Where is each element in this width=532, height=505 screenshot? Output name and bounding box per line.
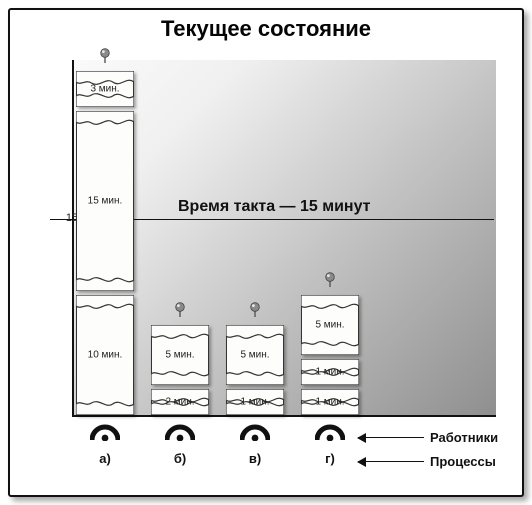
column-1: 2 мин. 5 мин. — [151, 321, 209, 415]
column-0: 10 мин. 15 мин. 3 мин. — [76, 67, 134, 415]
chart-title: Текущее состояние — [10, 16, 522, 42]
torn-edge-bottom — [76, 269, 134, 291]
note-label: 2 мин. — [152, 397, 208, 408]
operator-icon — [315, 423, 345, 441]
columns: 10 мин. 15 мин. 3 мин. 2 мин. 5 мин. 1 мин. 5 … — [72, 60, 496, 417]
note-card: 1 мин. — [301, 389, 359, 415]
torn-edge-bottom — [151, 363, 209, 385]
pushpin-icon — [248, 302, 262, 323]
note-label: 3 мин. — [77, 84, 133, 95]
note-card: 10 мин. — [76, 295, 134, 415]
chart-frame: Текущее состояние 15 мин. Время такта — … — [8, 8, 524, 497]
note-label: 5 мин. — [152, 350, 208, 361]
torn-edge-bottom — [301, 333, 359, 355]
note-card: 5 мин. — [226, 325, 284, 385]
pushpin-icon — [323, 272, 337, 293]
note-card: 3 мин. — [76, 71, 134, 107]
torn-edge-top — [76, 295, 134, 317]
column-3: 1 мин. 1 мин. 5 мин. — [301, 291, 359, 415]
note-card: 1 мин. — [301, 359, 359, 385]
note-card: 5 мин. — [301, 295, 359, 355]
torn-edge-top — [76, 111, 134, 133]
pushpin-icon — [98, 48, 112, 69]
torn-edge-top — [226, 325, 284, 347]
note-label: 1 мин. — [227, 397, 283, 408]
note-label: 10 мин. — [77, 350, 133, 361]
note-card: 15 мин. — [76, 111, 134, 291]
note-label: 1 мин. — [302, 367, 358, 378]
note-label: 5 мин. — [227, 350, 283, 361]
legend-processes: Процессы — [430, 454, 496, 469]
torn-edge-bottom — [76, 393, 134, 415]
torn-edge-top — [151, 325, 209, 347]
arrow-processes — [358, 461, 424, 462]
note-label: 1 мин. — [302, 397, 358, 408]
process-label: а) — [99, 451, 111, 466]
legend-workers: Работники — [430, 430, 498, 445]
torn-edge-bottom — [226, 363, 284, 385]
pushpin-icon — [173, 302, 187, 323]
arrow-workers — [358, 437, 424, 438]
torn-edge-top — [301, 295, 359, 317]
note-label: 15 мин. — [77, 196, 133, 207]
note-card: 5 мин. — [151, 325, 209, 385]
column-2: 1 мин. 5 мин. — [226, 321, 284, 415]
note-card: 1 мин. — [226, 389, 284, 415]
note-card: 2 мин. — [151, 389, 209, 415]
note-label: 5 мин. — [302, 320, 358, 331]
process-label: б) — [174, 451, 186, 466]
process-label: г) — [325, 451, 335, 466]
operator-icon — [165, 423, 195, 441]
operator-icon — [240, 423, 270, 441]
process-label: в) — [249, 451, 261, 466]
operator-icon — [90, 423, 120, 441]
